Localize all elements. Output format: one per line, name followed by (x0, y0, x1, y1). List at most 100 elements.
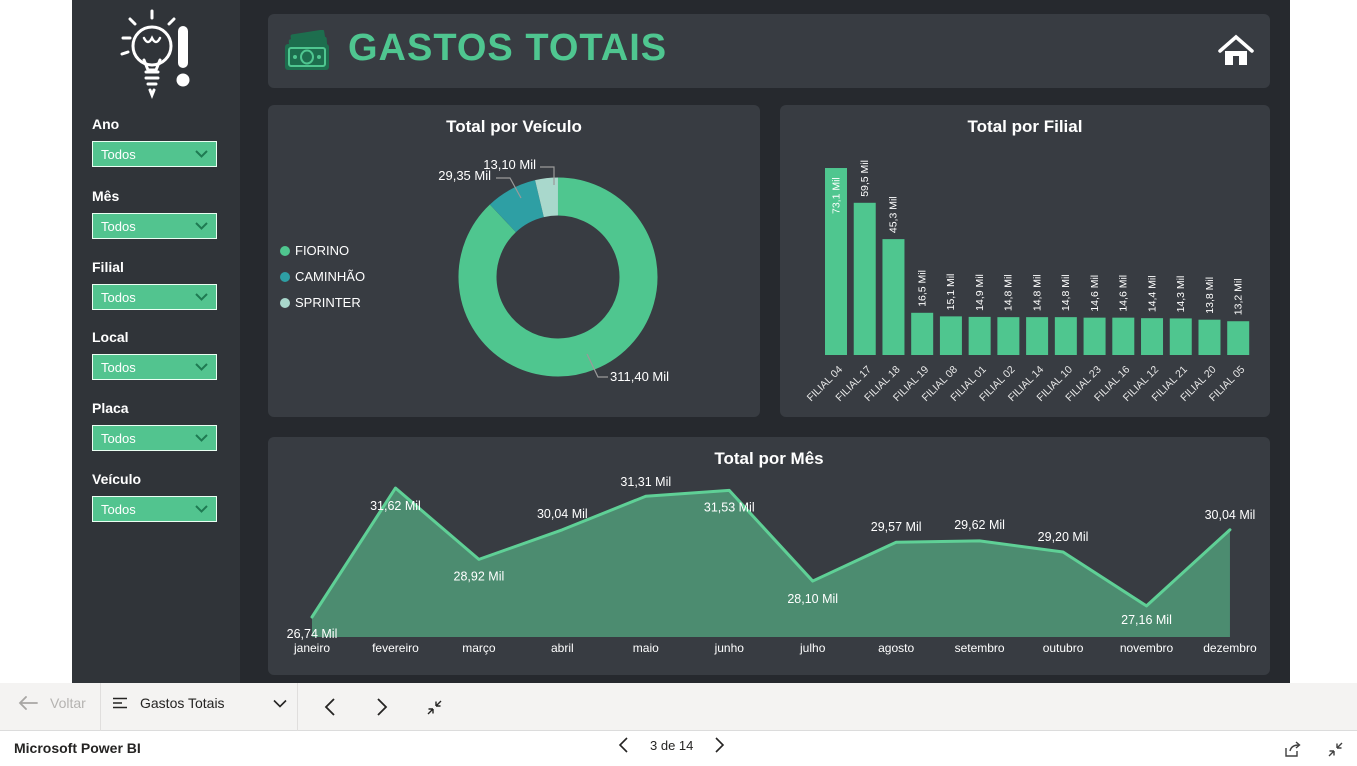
next-page-button[interactable] (369, 695, 395, 719)
filter-filial: Filial Todos (92, 259, 220, 310)
legend-label: FIORINO (295, 243, 350, 258)
home-button[interactable] (1218, 34, 1254, 68)
dropdown-value: Todos (101, 359, 136, 375)
svg-text:14,4 Mil: 14,4 Mil (1146, 275, 1158, 312)
filter-label: Ano (92, 116, 120, 132)
svg-text:31,31 Mil: 31,31 Mil (620, 475, 671, 489)
legend-item[interactable]: CAMINHÃO (280, 269, 365, 284)
chevron-right-icon[interactable] (715, 737, 725, 753)
svg-text:julho: julho (799, 641, 826, 655)
svg-text:maio: maio (633, 641, 659, 655)
chevron-left-icon[interactable] (618, 737, 628, 753)
chevron-down-icon (195, 434, 208, 442)
chevron-down-icon (195, 363, 208, 371)
brand-label: Microsoft Power BI (14, 740, 141, 756)
filter-sidebar: Ano Todos Mês Todos Filial Todos Local T… (72, 0, 240, 683)
svg-text:28,10 Mil: 28,10 Mil (787, 592, 838, 606)
svg-text:29,62 Mil: 29,62 Mil (954, 518, 1005, 532)
ano-dropdown[interactable]: Todos (92, 141, 217, 167)
chart-total-por-filial[interactable]: Total por Filial 73,1 Mil FILIAL 04 59,5 M… (780, 105, 1270, 417)
back-button[interactable]: Voltar (18, 695, 86, 711)
chevron-down-icon (195, 293, 208, 301)
svg-text:73,1 Mil: 73,1 Mil (830, 177, 842, 214)
chart-title: Total por Veículo (446, 117, 582, 136)
svg-text:fevereiro: fevereiro (372, 641, 419, 655)
dropdown-value: Todos (101, 146, 136, 162)
svg-text:31,53 Mil: 31,53 Mil (704, 500, 755, 514)
chart-total-por-mes[interactable]: Total por Mês 26,74 Mil janeiro 31,62 Mil f… (268, 437, 1270, 675)
chevron-down-icon (195, 222, 208, 230)
svg-text:28,92 Mil: 28,92 Mil (454, 569, 505, 583)
filter-label: Filial (92, 259, 124, 275)
previous-page-button[interactable] (316, 695, 342, 719)
collapse-arrows-icon (1328, 742, 1342, 756)
page-selector[interactable]: Gastos Totais (112, 695, 287, 711)
svg-text:15,1 Mil: 15,1 Mil (945, 274, 957, 311)
chevron-down-icon (195, 505, 208, 513)
filter-ano: Ano Todos (92, 116, 220, 167)
collapse-arrows-icon (427, 700, 441, 714)
placa-dropdown[interactable]: Todos (92, 425, 217, 451)
chevron-right-icon (376, 698, 387, 716)
svg-text:13,2 Mil: 13,2 Mil (1233, 278, 1245, 315)
svg-text:março: março (462, 641, 496, 655)
chevron-left-icon (324, 698, 335, 716)
svg-text:45,3 Mil: 45,3 Mil (888, 196, 900, 233)
chart-total-por-veiculo[interactable]: Total por Veículo FIORINO CAMINHÃO SPRIN… (268, 105, 760, 417)
dropdown-value: Todos (101, 501, 136, 517)
divider (297, 683, 298, 731)
legend-dot (280, 271, 290, 282)
mes-dropdown[interactable]: Todos (92, 213, 217, 239)
filter-label: Local (92, 329, 129, 345)
share-icon (1285, 741, 1301, 757)
collapse-view-button[interactable] (421, 695, 447, 719)
report-canvas: Ano Todos Mês Todos Filial Todos Local T… (72, 0, 1290, 683)
powerbi-status-bar: Microsoft Power BI 3 de 14 (0, 731, 1357, 766)
svg-text:30,04 Mil: 30,04 Mil (537, 507, 588, 521)
legend-item[interactable]: FIORINO (280, 243, 365, 258)
legend-item[interactable]: SPRINTER (280, 295, 365, 310)
idea-bulb-logo-icon (120, 9, 190, 100)
filter-label: Veículo (92, 471, 142, 487)
filter-veiculo: Veículo Todos (92, 471, 220, 522)
dropdown-value: Todos (101, 430, 136, 446)
svg-text:30,04 Mil: 30,04 Mil (1205, 508, 1256, 522)
svg-text:novembro: novembro (1120, 641, 1174, 655)
donut-chart[interactable] (268, 105, 760, 417)
page-pager: 3 de 14 (618, 737, 725, 753)
share-button[interactable] (1281, 738, 1305, 760)
svg-text:29,57 Mil: 29,57 Mil (871, 520, 922, 534)
svg-text:27,16 Mil: 27,16 Mil (1121, 613, 1172, 627)
chevron-down-icon (272, 699, 287, 708)
report-nav-bar: Voltar Gastos Totais (0, 683, 1357, 731)
svg-text:agosto: agosto (878, 641, 914, 655)
dropdown-value: Todos (101, 218, 136, 234)
exit-fullscreen-button[interactable] (1323, 738, 1347, 760)
data-label-sprinter: 13,10 Mil (483, 157, 536, 172)
svg-text:junho: junho (714, 641, 745, 655)
donut-legend: FIORINO CAMINHÃO SPRINTER (280, 243, 365, 321)
chart-title: Total por Mês (714, 449, 824, 468)
veiculo-dropdown[interactable]: Todos (92, 496, 217, 522)
data-label-caminhao: 29,35 Mil (438, 168, 491, 183)
legend-dot (280, 297, 290, 308)
svg-text:14,6 Mil: 14,6 Mil (1118, 275, 1130, 312)
dropdown-value: Todos (101, 289, 136, 305)
back-label: Voltar (50, 695, 86, 711)
svg-text:janeiro: janeiro (293, 641, 330, 655)
svg-text:setembro: setembro (955, 641, 1005, 655)
svg-text:dezembro: dezembro (1203, 641, 1257, 655)
local-dropdown[interactable]: Todos (92, 354, 217, 380)
filter-placa: Placa Todos (92, 400, 220, 451)
svg-text:14,3 Mil: 14,3 Mil (1175, 276, 1187, 313)
svg-text:14,6 Mil: 14,6 Mil (1089, 275, 1101, 312)
divider (100, 683, 101, 731)
svg-text:26,74 Mil: 26,74 Mil (287, 627, 338, 641)
filter-mes: Mês Todos (92, 188, 220, 239)
legend-label: SPRINTER (295, 295, 361, 310)
filial-dropdown[interactable]: Todos (92, 284, 217, 310)
svg-text:29,20 Mil: 29,20 Mil (1038, 530, 1089, 544)
money-icon (285, 30, 329, 70)
